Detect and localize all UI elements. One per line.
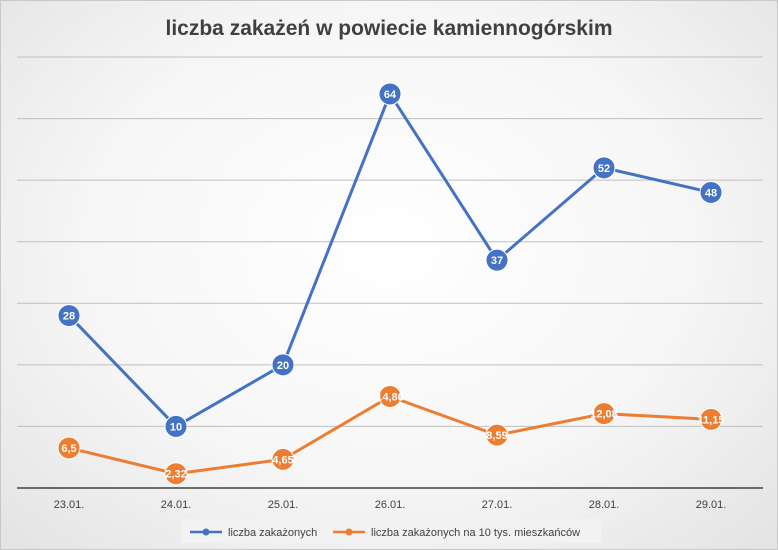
data-label: 64 [384,89,397,101]
x-tick-label: 26.01. [375,499,406,511]
data-label: 8,59 [486,430,507,442]
data-point [592,402,616,426]
legend-label: liczba zakażonych na 10 tys. mieszkańców [371,527,580,539]
data-label: 11,15 [698,414,725,426]
data-point [378,82,402,106]
data-label: 10 [170,421,182,433]
legend: liczba zakażonych liczba zakażonych na 10… [181,519,601,543]
legend-item: liczba zakażonych na 10 tys. mieszkańców [333,527,580,539]
series-line [67,92,712,428]
series-layer: 28 10 20 64 37 52 48 6,5 2,32 4,65 14,86 8,59 12,08 1… [57,82,725,486]
x-tick-label: 29.01. [696,499,727,511]
series-2: 6,5 2,32 4,65 14,86 8,59 12,08 11,15 [57,385,725,486]
data-point [378,385,402,409]
gridlines [17,56,763,427]
data-label: 37 [491,255,503,267]
chart-title: liczba zakażeń w powiecie kamiennogórski… [166,17,613,40]
data-label: 4,65 [272,454,293,466]
legend-box [181,519,601,543]
data-label: 6,5 [61,443,76,455]
data-label: 14,86 [376,392,404,404]
series-1: 28 10 20 64 37 52 48 [57,82,723,438]
x-tick-label: 23.01. [54,499,85,511]
data-point [164,462,188,486]
data-point [699,180,723,204]
data-point [57,304,81,328]
data-point [485,423,509,447]
data-point [699,407,723,431]
x-tick-label: 24.01. [161,499,192,511]
data-label: 2,32 [165,469,186,481]
legend-item: liczba zakażonych [190,527,317,539]
legend-label: liczba zakażonych [228,527,317,539]
data-label: 12,08 [590,409,618,421]
x-tick-label: 28.01. [589,499,620,511]
data-label: 48 [705,187,717,199]
x-tick-label: 27.01. [482,499,513,511]
data-point [271,447,295,471]
legend-swatch-marker [202,528,210,536]
data-label: 20 [277,360,289,372]
data-point [271,353,295,377]
x-tick-label: 25.01. [268,499,299,511]
x-axis: 23.01. 24.01. 25.01. 26.01. 27.01. 28.01. 29.0… [17,487,763,511]
data-point [57,436,81,460]
data-point [592,156,616,180]
data-label: 52 [598,163,610,175]
legend-swatch-marker [345,528,353,536]
data-point [164,414,188,438]
data-point [485,248,509,272]
data-label: 28 [63,311,75,323]
